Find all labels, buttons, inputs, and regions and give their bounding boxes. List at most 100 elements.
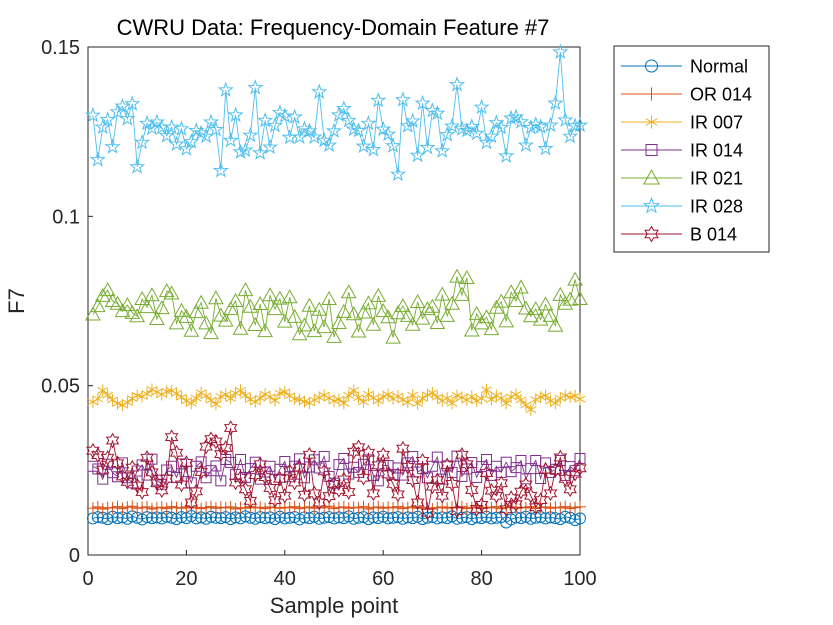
data-point-or-014: [229, 502, 242, 515]
data-point-ir-021: [316, 319, 333, 334]
data-point-ir-007: [495, 392, 507, 405]
data-point-ir-014: [431, 451, 443, 463]
data-point-or-014: [288, 500, 301, 513]
data-point-ir-028: [522, 119, 539, 135]
data-point-b-014: [351, 439, 366, 456]
legend-marker-ir-007: [645, 115, 658, 129]
data-point-ir-028: [498, 147, 515, 163]
data-point-ir-014: [298, 472, 310, 484]
data-point-ir-007: [102, 389, 114, 402]
data-point-ir-021: [414, 310, 431, 325]
legend-item-ir-007: IR 007: [621, 113, 743, 133]
data-point-ir-007: [121, 396, 133, 409]
data-point-b-014: [371, 457, 386, 474]
data-point-ir-028: [197, 127, 215, 144]
data-point-ir-014: [294, 453, 306, 465]
data-point-b-014: [573, 460, 587, 477]
data-point-ir-028: [503, 109, 520, 126]
data-point-ir-021: [547, 317, 564, 332]
data-point-ir-014: [471, 471, 483, 483]
data-point-normal: [539, 512, 552, 525]
data-point-ir-028: [360, 115, 377, 131]
data-point-b-014: [179, 455, 194, 471]
legend-box: [613, 45, 770, 253]
data-point-ir-021: [173, 302, 190, 317]
data-point-ir-021: [390, 305, 406, 320]
data-point-ir-007: [426, 386, 438, 399]
data-point-ir-021: [222, 301, 239, 316]
data-point-ir-021: [493, 293, 510, 308]
data-point-ir-028: [89, 151, 106, 167]
data-point-ir-021: [129, 308, 146, 323]
data-point-ir-028: [571, 116, 589, 133]
data-point-ir-021: [257, 323, 273, 338]
data-point-b-014: [199, 438, 213, 455]
data-point-ir-021: [439, 307, 456, 322]
data-point-ir-028: [124, 95, 141, 111]
data-point-ir-021: [301, 297, 318, 312]
data-point-ir-028: [439, 126, 456, 142]
data-point-b-014: [174, 476, 189, 493]
data-point-ir-028: [542, 116, 559, 133]
data-point-ir-028: [158, 127, 175, 143]
data-point-ir-028: [527, 116, 544, 132]
data-point-ir-014: [372, 475, 384, 487]
data-point-ir-007: [343, 389, 355, 402]
data-point-ir-021: [153, 300, 170, 315]
data-point-ir-007: [264, 390, 276, 403]
data-point-ir-028: [340, 111, 357, 128]
data-point-ir-007: [176, 391, 187, 404]
data-point-b-014: [543, 485, 558, 502]
data-point-ir-021: [272, 290, 288, 305]
data-point-ir-028: [109, 103, 126, 119]
data-point-ir-028: [443, 117, 461, 134]
data-point-b-014: [514, 483, 528, 500]
data-point-ir-028: [414, 94, 431, 111]
data-point-ir-021: [375, 303, 392, 318]
data-point-ir-021: [311, 301, 328, 316]
data-point-ir-021: [449, 268, 465, 283]
data-point-ir-028: [257, 111, 274, 128]
data-point-ir-014: [481, 453, 493, 465]
data-point-ir-021: [567, 271, 583, 286]
data-point-or-014: [200, 501, 213, 514]
data-point-ir-007: [333, 393, 345, 406]
data-point-or-014: [150, 501, 163, 514]
data-point-ir-021: [395, 298, 411, 313]
data-point-ir-028: [566, 117, 584, 133]
data-point-ir-007: [466, 390, 478, 403]
data-point-b-014: [159, 470, 174, 487]
data-point-ir-014: [195, 456, 207, 468]
data-point-ir-021: [513, 279, 529, 294]
data-point-ir-028: [247, 79, 264, 95]
series-ir-028: [84, 43, 589, 182]
data-point-ir-021: [355, 304, 372, 319]
data-point-ir-007: [412, 397, 424, 410]
data-point-ir-007: [205, 394, 217, 407]
x-tick-label: 20: [175, 568, 197, 590]
data-point-b-014: [420, 504, 435, 521]
data-point-b-014: [278, 487, 292, 504]
data-point-ir-021: [89, 298, 106, 313]
data-point-b-014: [292, 459, 307, 476]
data-point-b-014: [341, 484, 356, 500]
legend-label-ir-028: IR 028: [690, 197, 743, 217]
data-point-or-014: [431, 501, 444, 514]
data-point-ir-021: [478, 309, 495, 324]
data-point-ir-028: [434, 142, 451, 158]
data-point-ir-028: [517, 136, 534, 153]
data-point-ir-028: [119, 110, 136, 126]
data-point-normal: [170, 513, 183, 526]
data-point-ir-007: [574, 393, 586, 406]
data-point-ir-021: [385, 329, 401, 344]
data-point-ir-014: [338, 452, 350, 464]
data-point-ir-021: [139, 299, 155, 314]
data-point-or-014: [401, 501, 414, 514]
data-point-ir-028: [104, 138, 121, 154]
data-point-ir-007: [220, 388, 232, 401]
data-point-ir-007: [279, 385, 291, 398]
data-point-b-014: [130, 477, 144, 494]
data-point-ir-021: [518, 300, 534, 315]
data-point-ir-007: [476, 392, 488, 405]
data-point-ir-007: [294, 393, 306, 406]
